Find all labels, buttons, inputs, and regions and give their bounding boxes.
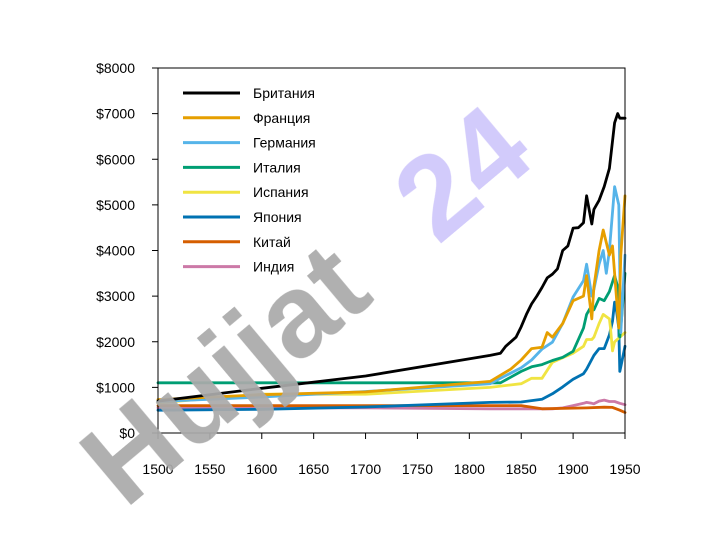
x-tick-label: 1750 <box>402 461 433 477</box>
axes: $0 $1000 $2000 $3000 $4000 $5000 $6000 $7000 $80… <box>96 60 641 477</box>
y-tick-label: $4000 <box>96 243 135 259</box>
series-line-0 <box>156 112 627 403</box>
legend-label-4: Испания <box>253 184 309 200</box>
watermark-purple-text: 24 <box>370 80 555 265</box>
legend-label-7: Индия <box>253 259 294 275</box>
y-tick-label: $0 <box>119 425 135 441</box>
y-tick-label: $8000 <box>96 60 135 76</box>
legend-label-1: Франция <box>253 110 310 126</box>
legend: Британия Франция Германия Италия Испания Япон… <box>183 85 316 275</box>
series-line-1 <box>156 194 627 402</box>
y-tick-label: $2000 <box>96 334 135 350</box>
x-tick-label: 1500 <box>142 461 173 477</box>
x-tick-label: 1600 <box>246 461 277 477</box>
x-tick-label: 1850 <box>506 461 537 477</box>
legend-label-3: Италия <box>253 159 301 175</box>
legend-label-6: Китай <box>253 234 291 250</box>
watermark-gray-text: Hujjat <box>57 218 393 530</box>
x-tick-label: 1800 <box>454 461 485 477</box>
series-line-2 <box>156 185 627 403</box>
y-tick-label: $3000 <box>96 288 135 304</box>
x-tick-label: 1700 <box>350 461 381 477</box>
series-layer <box>156 112 627 414</box>
series-line-6 <box>156 404 627 414</box>
legend-label-5: Япония <box>253 209 302 225</box>
x-tick-label: 1900 <box>558 461 589 477</box>
y-tick-label: $5000 <box>96 197 135 213</box>
legend-label-2: Германия <box>253 135 316 151</box>
x-tick-label: 1550 <box>194 461 225 477</box>
legend-label-0: Британия <box>253 85 315 101</box>
y-tick-label: $1000 <box>96 379 135 395</box>
y-tick-label: $7000 <box>96 106 135 122</box>
y-tick-label: $6000 <box>96 151 135 167</box>
series-line-4 <box>156 312 627 405</box>
x-tick-label: 1650 <box>298 461 329 477</box>
series-line-7 <box>156 398 627 411</box>
x-tick-label: 1950 <box>609 461 640 477</box>
